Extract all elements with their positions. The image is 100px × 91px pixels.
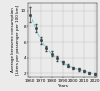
X-axis label: Years: Years — [57, 84, 68, 88]
Y-axis label: Average kerosene consumption
[Liters per passenger per 100 km]: Average kerosene consumption [Liters per… — [12, 5, 20, 75]
